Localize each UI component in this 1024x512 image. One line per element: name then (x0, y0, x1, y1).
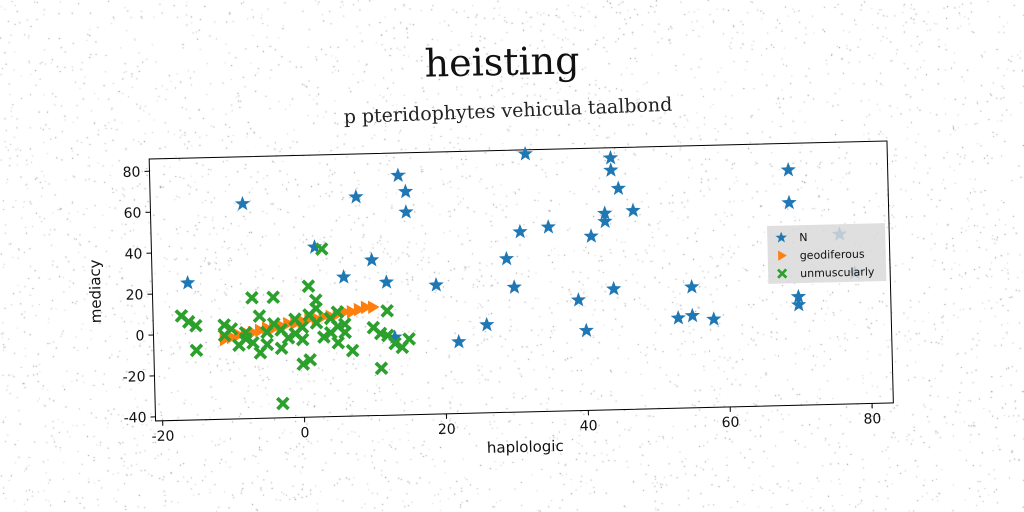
x-marker (296, 357, 311, 372)
x-tick-label: 40 (580, 418, 598, 434)
x-marker (281, 330, 296, 345)
x-marker (388, 336, 402, 351)
star-marker (378, 274, 394, 289)
x-marker (217, 318, 232, 332)
star-marker (602, 149, 619, 165)
y-tick-label: 0 (135, 328, 144, 344)
star-marker (398, 204, 414, 219)
x-marker (295, 332, 310, 347)
triangle-right-marker (254, 323, 267, 338)
x-marker (275, 396, 290, 411)
x-marker (238, 332, 253, 346)
star-marker (790, 288, 807, 304)
star-marker (781, 194, 797, 210)
x-marker (374, 361, 389, 376)
x-axis-label: haplologic (487, 437, 564, 457)
star-marker (606, 280, 622, 296)
x-marker (274, 341, 289, 356)
star-marker (578, 322, 594, 338)
x-marker (244, 290, 259, 305)
star-marker (348, 188, 364, 204)
star-marker (364, 252, 380, 267)
star-marker (234, 195, 251, 211)
star-marker (540, 219, 556, 234)
star-marker (597, 213, 613, 229)
legend-entry-label: N (799, 231, 808, 244)
star-marker (603, 162, 619, 177)
x-marker (314, 242, 329, 256)
star-marker (706, 311, 722, 326)
y-tick-label: 20 (125, 287, 143, 303)
x-tick-label: 60 (721, 415, 739, 431)
y-tick-label: 60 (123, 205, 141, 221)
star-marker (684, 279, 700, 294)
plot-frame (148, 140, 894, 422)
star-marker (506, 279, 522, 294)
legend-entry-label: unmuscularly (800, 265, 875, 280)
legend-x-marker (776, 268, 788, 279)
x-marker (181, 314, 196, 329)
legend-entry-label: geodiferous (800, 248, 865, 263)
legend-star-marker (775, 231, 787, 243)
triangle-right-marker (346, 305, 359, 319)
x-marker (260, 337, 275, 352)
star-marker (790, 296, 807, 312)
star-marker (479, 316, 495, 332)
x-tick-label: 20 (438, 422, 456, 438)
y-tick-label: 80 (122, 165, 140, 181)
legend-background (766, 223, 887, 284)
legend-triangle-right-marker (778, 250, 787, 261)
star-marker (570, 292, 587, 307)
star-marker (451, 333, 467, 349)
x-tick-label: -20 (151, 428, 174, 445)
star-marker (498, 250, 515, 266)
star-marker (390, 167, 406, 183)
y-tick-label: 40 (124, 246, 142, 262)
axis-ticks: -20 0 20 40 60 80 -40 -20 0 20 40 60 80 (122, 165, 881, 446)
y-tick-label: -20 (122, 369, 145, 386)
star-marker (610, 180, 626, 196)
star-marker (625, 202, 641, 218)
star-marker (583, 228, 599, 243)
x-marker (331, 335, 346, 350)
x-marker (224, 322, 239, 336)
triangle-right-marker (353, 302, 366, 317)
x-marker (266, 290, 281, 305)
x-tick-label: 0 (300, 425, 309, 441)
triangle-right-marker (367, 300, 380, 315)
x-marker (402, 332, 417, 346)
x-marker (330, 305, 345, 319)
x-marker (316, 330, 331, 344)
star-marker (670, 310, 686, 325)
star-marker (180, 275, 196, 290)
x-marker (295, 320, 310, 335)
x-marker (380, 303, 395, 318)
star-marker (780, 162, 796, 177)
x-marker (309, 315, 324, 330)
x-marker (188, 318, 203, 333)
star-marker (428, 277, 444, 292)
x-marker (338, 325, 352, 340)
x-marker (252, 309, 267, 323)
triangle-right-marker (360, 300, 373, 315)
star-marker (684, 307, 701, 323)
x-marker (189, 343, 204, 358)
data-markers (174, 145, 863, 411)
x-marker (246, 335, 260, 350)
star-marker (517, 145, 533, 161)
star-marker (597, 205, 613, 221)
star-marker (512, 223, 528, 239)
x-tick-label: 80 (863, 411, 881, 427)
x-marker (309, 301, 323, 316)
x-marker (345, 343, 360, 358)
star-marker (397, 183, 414, 199)
y-axis-label: mediacy (86, 259, 106, 323)
x-marker (301, 279, 316, 294)
x-marker (303, 352, 318, 367)
y-tick-label: -40 (123, 410, 146, 427)
star-marker (336, 269, 352, 284)
